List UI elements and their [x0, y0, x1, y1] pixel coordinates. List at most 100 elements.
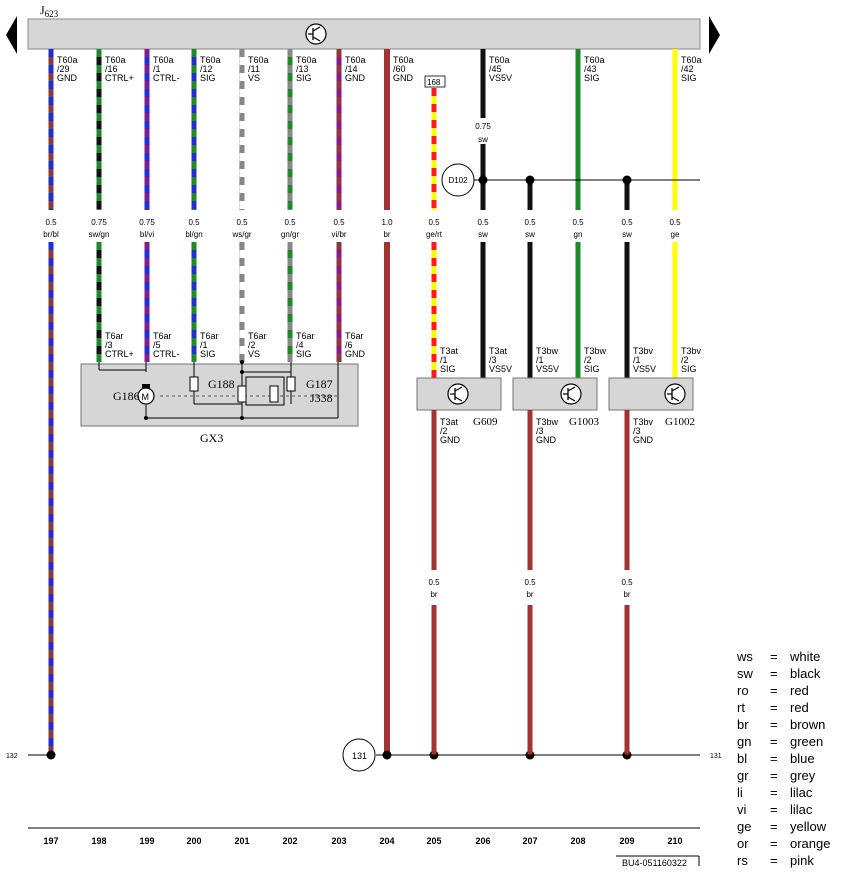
- wire-color-code: gn: [574, 230, 583, 239]
- legend-color-name: red: [790, 683, 809, 698]
- pin-label-bottom: T3bv/1 VS5V: [633, 346, 656, 374]
- pin-label-line: T3bv: [633, 417, 654, 427]
- pin-label-line: /13: [296, 64, 309, 74]
- wire-color-code: bl/gn: [185, 230, 202, 239]
- legend-abbr: rs: [737, 853, 748, 868]
- ground-line: 132 131 131: [6, 738, 722, 772]
- pin-label-line: /11: [248, 64, 260, 74]
- pin-label-line: /12: [200, 64, 213, 74]
- pin-label-line: /3: [633, 426, 641, 436]
- transistor-emitter: [671, 396, 680, 402]
- pin-label-line: /42: [681, 64, 694, 74]
- pin-label-line: /1: [200, 340, 208, 350]
- pin-label-bottom: T6ar/5 CTRL-: [153, 331, 180, 359]
- wire-gauge: 0.5: [621, 218, 633, 227]
- wire-gauge: 0.75: [139, 218, 155, 227]
- wire-gauge: 0.5: [284, 218, 296, 227]
- wire-segment: [239, 242, 245, 362]
- pin-label-line: /3: [105, 340, 113, 350]
- legend-color-name: brown: [790, 717, 825, 732]
- legend-abbr: bl: [737, 751, 747, 766]
- pin-label-top: T60a/43 SIG: [584, 55, 605, 83]
- pin-label-line: SIG: [200, 349, 216, 359]
- wire-color-code: br/bl: [43, 230, 59, 239]
- wire-color-code: ge: [671, 230, 680, 239]
- gx3-label: GX3: [200, 431, 223, 445]
- legend-color-name: yellow: [790, 819, 827, 834]
- pin-label-line: SIG: [200, 73, 216, 83]
- pin-label-line: /3: [489, 355, 497, 365]
- legend-equals: =: [770, 734, 778, 749]
- pin-label-bottom: T3bw/2 SIG: [584, 346, 607, 374]
- transistor-collector: [454, 386, 463, 392]
- pin-label-top: T60a/14 GND: [345, 55, 366, 83]
- pin-label-line: T60a: [248, 55, 269, 65]
- pin-label-top: T60a/42 SIG: [681, 55, 702, 83]
- pin-label-line: VS5V: [489, 364, 512, 374]
- pin-label-bottom: T3at/2 GND: [440, 417, 461, 445]
- g186-label: G186: [113, 389, 140, 403]
- pin-label-line: /3: [536, 426, 544, 436]
- pin-label-line: VS5V: [489, 73, 512, 83]
- wire-gauge: 0.5: [669, 218, 681, 227]
- legend-equals: =: [770, 717, 778, 732]
- footer-column-number: 206: [475, 836, 490, 846]
- gx3-junction-dot: [240, 360, 244, 364]
- legend-equals: =: [770, 836, 778, 851]
- legend-color-name: lilac: [790, 785, 813, 800]
- wire-gauge: 0.5: [188, 218, 200, 227]
- wire-color-code: gn/gr: [281, 230, 300, 239]
- wire-gauge: 0.75: [91, 218, 107, 227]
- pin-label-line: VS5V: [536, 364, 559, 374]
- pin-label-line: VS5V: [633, 364, 656, 374]
- pin-label-line: T3bw: [584, 346, 607, 356]
- ecu-j623: J623: [6, 3, 720, 54]
- wire-color-code: br: [430, 590, 437, 599]
- wire-color-code-upper: sw: [478, 135, 488, 144]
- legend-abbr: li: [737, 785, 743, 800]
- pin-label-line: SIG: [681, 364, 697, 374]
- legend-color-name: pink: [790, 853, 814, 868]
- legend-equals: =: [770, 819, 778, 834]
- pin-label-line: /6: [345, 340, 353, 350]
- pin-label-line: /2: [681, 355, 689, 365]
- pin-label-bottom: T3bv/3 GND: [633, 417, 654, 445]
- sensor-g609: G609 0.5 br T3at/2 GND: [416, 377, 502, 755]
- pin-label-line: T60a: [200, 55, 221, 65]
- pin-label-line: T60a: [681, 55, 702, 65]
- footer-column-number: 197: [43, 836, 58, 846]
- ref-box: [424, 75, 446, 88]
- pin-label-line: T3bw: [536, 346, 559, 356]
- pin-label-line: GND: [393, 73, 414, 83]
- legend-equals: =: [770, 751, 778, 766]
- transistor-circle: [560, 383, 582, 405]
- legend-equals: =: [770, 683, 778, 698]
- pin-label-bottom: T3bw/1 VS5V: [536, 346, 559, 374]
- legend-equals: =: [770, 768, 778, 783]
- legend-color-name: lilac: [790, 802, 813, 817]
- transistor-emitter: [567, 396, 576, 402]
- ref-box-label: 168: [427, 78, 441, 87]
- pin-label-line: CTRL+: [105, 73, 134, 83]
- wire-gauge: 0.5: [524, 578, 536, 587]
- footer-column-number: 200: [186, 836, 201, 846]
- pin-label-line: T60a: [153, 55, 174, 65]
- j338-frame: [245, 376, 285, 406]
- pin-label-line: GND: [440, 435, 461, 445]
- sensor-box: [512, 377, 598, 411]
- pin-label-bottom: T3at/1 SIG: [440, 346, 459, 374]
- hall-element-left: [237, 385, 247, 403]
- gx3-junction-dot: [144, 416, 148, 420]
- wire-gauge: 1.0: [381, 218, 393, 227]
- pin-label-line: T6ar: [105, 331, 124, 341]
- legend-abbr: sw: [737, 666, 754, 681]
- pin-label-line: VS: [248, 349, 260, 359]
- g187-resistor: [286, 376, 296, 392]
- pin-label-line: /60: [393, 64, 406, 74]
- g187-label: G187: [306, 377, 333, 391]
- pin-label-line: SIG: [296, 73, 312, 83]
- pin-label-top: T60a/60 GND: [393, 55, 414, 83]
- pin-label-line: SIG: [584, 364, 600, 374]
- pin-label-line: /1: [633, 355, 641, 365]
- legend-equals: =: [770, 802, 778, 817]
